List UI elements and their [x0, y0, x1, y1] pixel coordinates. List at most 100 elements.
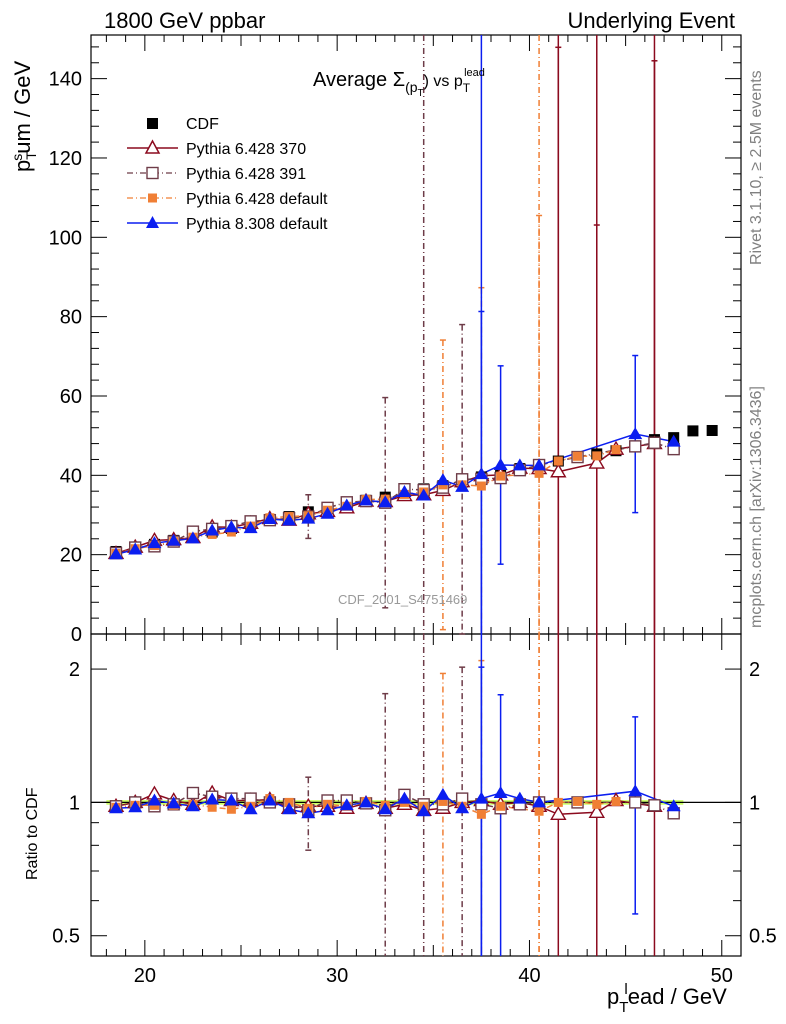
y-axis-label-upper: pTsum / GeV: [9, 61, 39, 172]
ratio-point-series-4: [282, 802, 297, 815]
ratio-point-series-2: [629, 796, 642, 809]
data-point-series-4: [416, 488, 431, 501]
ratio-point-series-4: [532, 795, 547, 808]
ratio-point-series-4: [455, 801, 470, 814]
data-point-series-4: [493, 458, 508, 471]
ratio-point-series-2: [186, 786, 200, 800]
data-point-series-2: [648, 436, 661, 449]
data-point-series-1: [588, 454, 605, 469]
ratio-point-series-3: [592, 799, 602, 809]
data-point-series-3: [573, 451, 583, 461]
legend-entry-cdf: CDF: [147, 116, 219, 133]
legend-marker-cdf: [147, 118, 158, 129]
ratio-point-series-1: [550, 805, 567, 821]
plot-title: Average Σ(pT) vs pTlead: [313, 67, 485, 99]
tick-labels: 20 30 40 50 0 20 40 60 80 100 120 140 0.5 0.5 1 1 2 2: [49, 69, 777, 987]
legend-entry-p391: Pythia 6.428 391: [127, 166, 306, 183]
y-axis-label-lower: Ratio to CDF: [24, 787, 41, 880]
ratio-point-series-4: [128, 800, 143, 813]
ratio-point-series-4: [147, 793, 162, 806]
data-point-series-4: [185, 531, 200, 544]
y-tick-label-upper: 100: [49, 227, 82, 249]
data-point-series-4: [282, 513, 297, 526]
data-point-series-4: [224, 520, 239, 533]
ratio-point-series-4: [301, 806, 316, 819]
ratio-point-series-2: [648, 799, 661, 812]
series-line-2: [115, 442, 674, 554]
data-point-series-4: [378, 495, 393, 508]
ratio-point-series-4: [435, 787, 450, 800]
data-point-series-4: [147, 536, 162, 549]
data-point-series-3: [496, 471, 506, 481]
data-point-series-3: [476, 481, 486, 491]
ratio-point-series-4: [224, 793, 239, 806]
ratio-point-series-3: [226, 804, 236, 814]
data-point-series-4: [397, 484, 412, 497]
data-point-series-4: [205, 523, 220, 536]
series-lines: [115, 433, 674, 816]
y-tick-label-upper: 80: [60, 307, 82, 329]
ratio-point-series-3: [438, 796, 448, 806]
ratio-point-series-4: [243, 802, 258, 815]
legend-entry-p370: Pythia 6.428 370: [127, 139, 306, 158]
x-tick-label: 50: [711, 965, 733, 987]
ratio-point-series-3: [611, 796, 621, 806]
ratio-point-series-4: [628, 784, 643, 797]
ratio-point-series-3: [553, 797, 563, 807]
legend-label-p370: Pythia 6.428 370: [186, 141, 306, 158]
rivet-version-label: Rivet 3.1.10, ≥ 2.5M events: [748, 70, 765, 265]
y-tick-label-lower: 1: [69, 792, 80, 814]
x-tick-label: 20: [134, 965, 156, 987]
ratio-point-series-4: [359, 795, 373, 808]
legend-marker-p8def: [146, 216, 159, 228]
header-right: Underlying Event: [567, 8, 735, 33]
y-tick-label-upper: 0: [71, 624, 82, 646]
data-point-series-4: [666, 434, 681, 447]
data-point-series-3: [611, 445, 621, 455]
y-tick-label-lower-right: 1: [749, 792, 760, 814]
data-point-series-4: [301, 511, 316, 524]
legend-marker-p6def: [148, 193, 157, 203]
ratio-point-series-4: [512, 791, 527, 804]
data-point-series-4: [532, 458, 547, 471]
ratio-point-series-1: [588, 803, 605, 818]
ratio-point-series-4: [166, 796, 181, 809]
y-tick-label-lower-right: 2: [749, 659, 760, 681]
data-point-series-4: [455, 479, 470, 492]
data-point-series-3: [534, 468, 544, 478]
ratio-point-series-4: [474, 791, 489, 804]
y-tick-label-upper: 120: [49, 148, 82, 170]
legend-marker-p370: [144, 139, 161, 154]
ratio-point-series-3: [476, 809, 486, 819]
legend-marker-p391: [146, 166, 159, 180]
ratio-point-series-4: [320, 803, 335, 816]
ratio-point-series-4: [666, 799, 681, 812]
ratio-point-series-4: [493, 786, 508, 799]
data-point-series-4: [262, 511, 277, 524]
ratio-point-series-4: [378, 802, 393, 815]
y-tick-label-upper: 20: [60, 545, 82, 567]
y-tick-label-upper: 140: [49, 69, 82, 91]
legend-entry-p8def: Pythia 8.308 default: [127, 216, 328, 233]
data-point-series-4: [109, 547, 123, 560]
series-line-4: [115, 433, 674, 555]
ratio-point-series-4: [109, 801, 123, 814]
ratio-point-series-4: [397, 791, 412, 804]
data-point-cdf: [706, 424, 718, 436]
legend-label-p6def: Pythia 6.428 default: [186, 191, 328, 208]
series-markers: [107, 424, 718, 821]
ratio-point-series-3: [207, 802, 217, 812]
data-point-series-1: [550, 463, 567, 478]
lower-frame: [90, 633, 742, 957]
legend-entry-p6def: Pythia 6.428 default: [127, 191, 328, 208]
y-tick-label-lower: 2: [69, 659, 80, 681]
y-tick-label-upper: 60: [60, 386, 82, 408]
header-left: 1800 GeV ppbar: [104, 8, 265, 33]
legend-label-cdf: CDF: [186, 116, 219, 133]
data-point-cdf: [687, 425, 699, 437]
ratio-point-series-3: [573, 796, 583, 806]
x-tick-label: 40: [518, 965, 540, 987]
ratio-point-series-4: [185, 799, 200, 812]
y-tick-label-lower: 0.5: [52, 926, 80, 948]
